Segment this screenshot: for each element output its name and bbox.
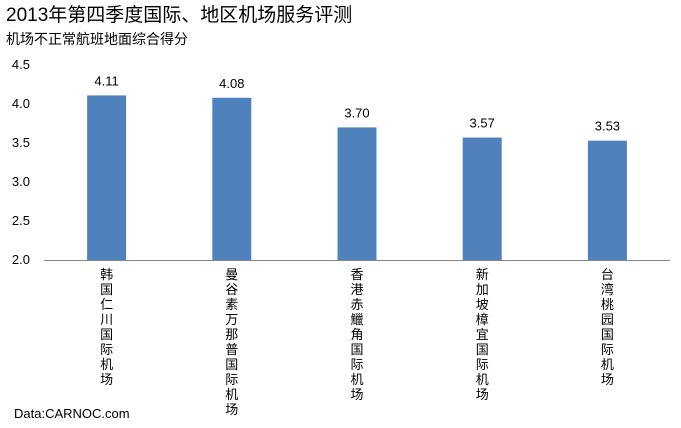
category-label: 香港赤鱲角国际机场 [350,267,363,402]
bar [462,137,502,260]
data-label: 3.57 [470,116,495,131]
data-source-note: Data:CARNOC.com [14,406,130,421]
bar [337,127,377,261]
y-tick-label: 2.5 [12,213,30,228]
bar [212,97,252,260]
y-tick-label: 3.5 [12,135,30,150]
chart-subtitle: 机场不正常航班地面综合得分 [6,31,188,47]
bar [587,140,627,260]
data-labels: 4.11 4.08 3.70 3.57 3.53 [94,73,620,133]
data-label: 3.53 [595,119,620,134]
data-label: 4.08 [219,76,244,91]
y-tick-label: 4.5 [12,57,30,72]
y-axis: 2.0 2.5 3.0 3.5 4.0 4.5 [12,57,30,267]
data-label: 3.70 [344,105,369,120]
y-tick-label: 3.0 [12,174,30,189]
category-label: 韩国仁川国际机场 [100,267,113,387]
y-tick-label: 4.0 [12,96,30,111]
data-label: 4.11 [94,73,118,88]
bars [87,95,627,261]
category-label: 曼谷素万那普国际机场 [225,267,238,417]
chart-title: 2013年第四季度国际、地区机场服务评测 [6,5,353,26]
category-label: 新加坡樟宜国际机场 [476,267,489,402]
bar [87,95,127,260]
y-tick-label: 2.0 [12,252,30,267]
category-labels: 韩国仁川国际机场 曼谷素万那普国际机场 香港赤鱲角国际机场 新加坡樟宜国际机场 台湾桃园… [100,267,614,417]
category-label: 台湾桃园国际机场 [601,267,614,387]
